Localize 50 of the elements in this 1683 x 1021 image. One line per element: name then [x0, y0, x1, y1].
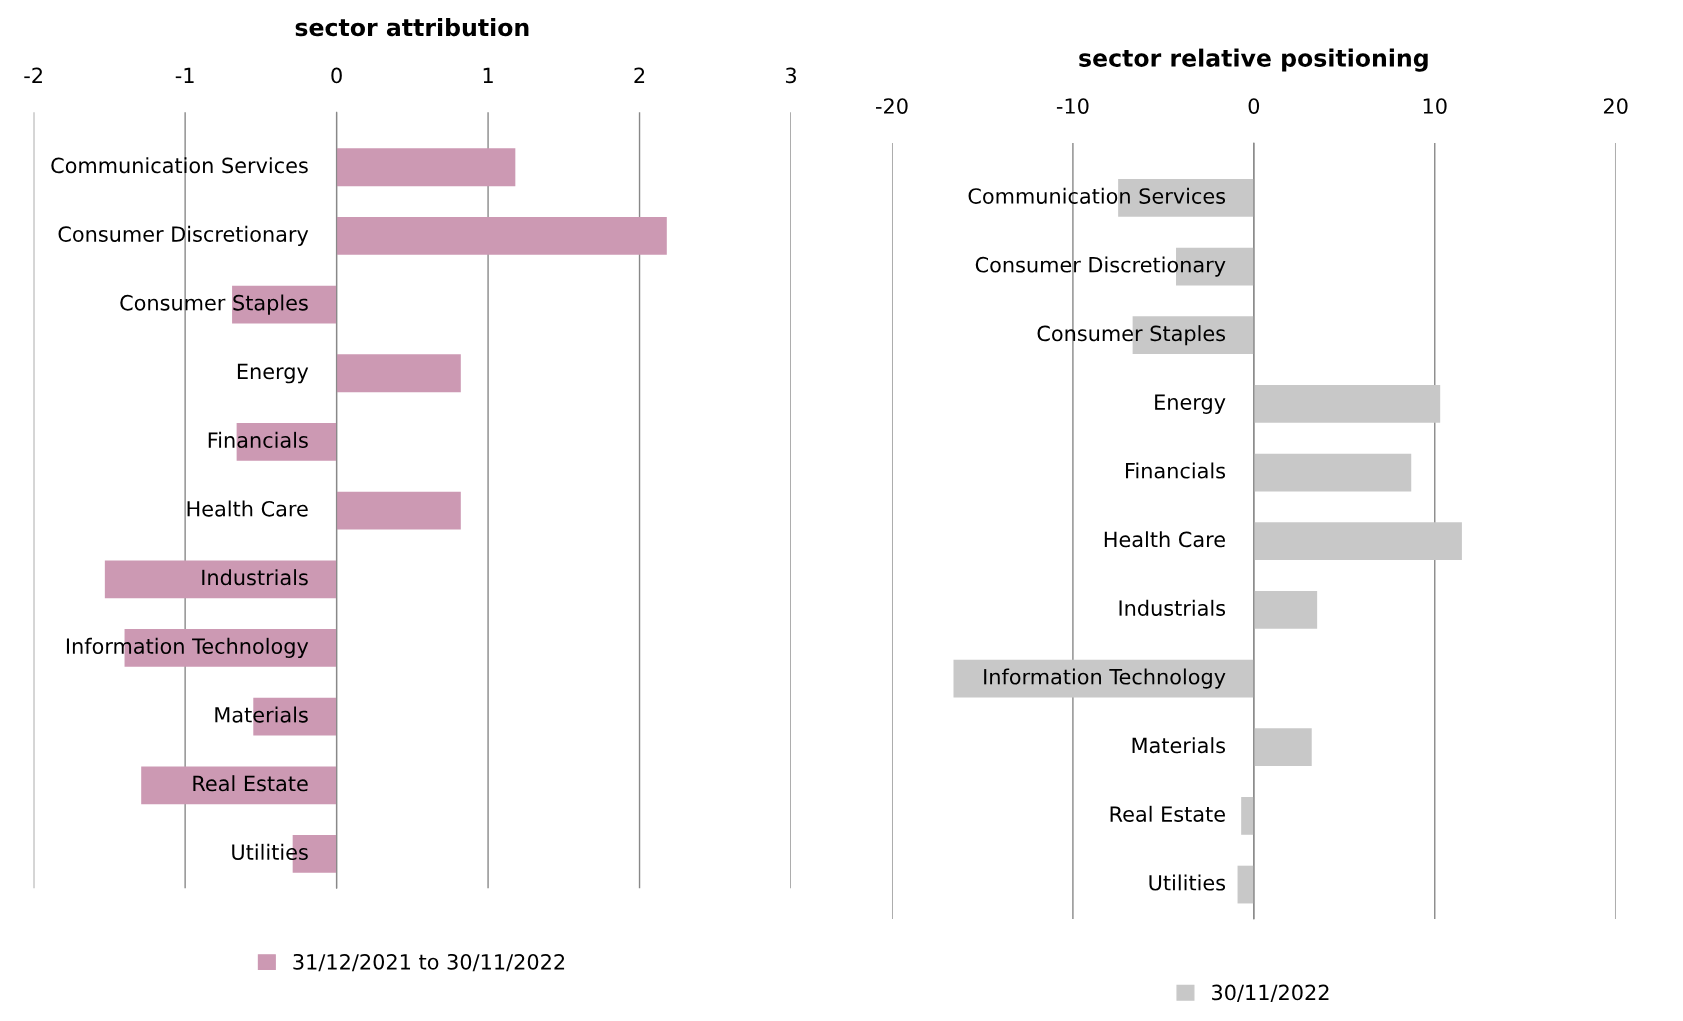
- x-tick-label: 2: [634, 67, 645, 83]
- y-tick-label: Consumer Discretionary: [975, 256, 1226, 277]
- y-tick-label: Consumer Staples: [120, 294, 308, 315]
- y-tick-label: Materials: [215, 706, 308, 723]
- bar: [1253, 453, 1412, 492]
- y-tick-label: Information Technology: [66, 637, 309, 659]
- x-tick-label: -2: [24, 67, 42, 83]
- x-tick-label: -1: [175, 67, 194, 83]
- y-tick-label: Health Care: [1104, 531, 1225, 548]
- x-tick-label: 20: [1603, 98, 1628, 114]
- y-tick-label: Consumer Staples: [1037, 325, 1226, 346]
- bar: [1241, 797, 1254, 835]
- bar: [1253, 728, 1312, 767]
- y-tick-label: Utilities: [1149, 874, 1226, 891]
- y-tick-label: Communication Services: [51, 157, 308, 174]
- y-tick-label: Health Care: [187, 500, 308, 517]
- bar: [336, 491, 461, 530]
- chart-title: sector attribution: [295, 17, 529, 37]
- bar: [141, 766, 337, 805]
- y-tick-label: Real Estate: [193, 775, 308, 792]
- legend-label: 31/12/2021 to 30/11/2022: [293, 953, 565, 972]
- x-tick-label: -10: [1056, 98, 1089, 114]
- x-tick-label: 1: [483, 67, 493, 83]
- bar: [336, 148, 516, 187]
- bar: [1253, 522, 1462, 561]
- y-tick-label: Communication Services: [968, 187, 1226, 204]
- x-tick-label: 10: [1423, 98, 1447, 114]
- y-tick-label: Consumer Discretionary: [58, 225, 309, 246]
- bar: [1253, 591, 1318, 629]
- bar: [336, 217, 667, 255]
- bar: [1253, 385, 1441, 423]
- bar: [104, 560, 337, 599]
- y-tick-label: Industrials: [202, 569, 308, 586]
- bar: [336, 354, 461, 393]
- x-tick-label: 3: [785, 67, 796, 84]
- y-tick-label: Industrials: [1119, 599, 1226, 616]
- x-tick-label: 0: [1248, 98, 1260, 114]
- y-tick-label: Energy: [1155, 394, 1226, 414]
- bar: [1237, 865, 1254, 904]
- y-tick-label: Energy: [237, 363, 309, 384]
- legend-label: 30/11/2022: [1212, 984, 1329, 1002]
- y-tick-label: Information Technology: [984, 668, 1226, 689]
- y-tick-label: Materials: [1132, 737, 1226, 754]
- y-tick-label: Real Estate: [1110, 805, 1225, 822]
- y-tick-label: Financials: [208, 431, 308, 448]
- y-tick-label: Financials: [1126, 462, 1226, 479]
- x-tick-label: 0: [331, 67, 342, 84]
- x-tick-label: -20: [876, 98, 908, 114]
- y-tick-label: Utilities: [232, 843, 308, 860]
- chart-title: sector relative positioning: [1079, 48, 1428, 72]
